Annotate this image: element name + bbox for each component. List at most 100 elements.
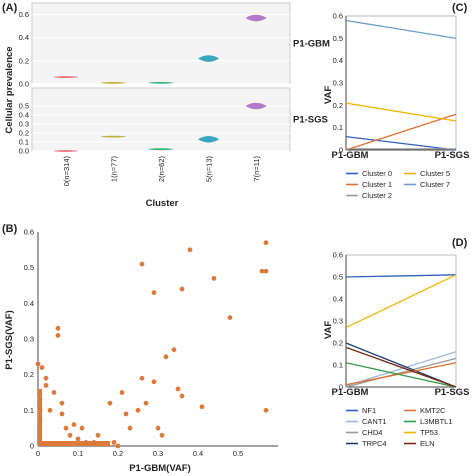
dense-cluster-y [38,388,42,446]
y-tick-label: 0.2 [333,101,343,110]
scatter-point [37,418,43,424]
x-tick-label: 0.5 [233,449,243,458]
panel-b-ylabel: P1-SGS(VAF) [4,310,15,369]
violin-mark [101,81,126,84]
scatter-point [83,440,89,445]
scatter-point [75,436,81,442]
scatter-point [179,393,185,399]
panel-a: (A) Cellular prevalence Cluster 0.00.20.… [2,2,330,209]
y-tick-label: 0.3 [333,79,343,88]
x-tick-label: 0.1 [73,449,83,458]
y-tick-label: 0.2 [333,339,343,348]
category-label: 7(n=11) [252,156,261,182]
category-label: 2(n=62) [157,156,166,183]
panel-a-top-plot: 0.0 0.2 0.4 0.6 P1-GBM [19,2,330,89]
x-tick-label: 0 [36,449,40,458]
y-tick-label: 0.1 [333,361,343,370]
y-tick-label: 0.4 [19,33,29,42]
series-line [345,19,457,39]
scatter-point [79,425,85,431]
panel-d-label: (D) [452,237,468,249]
scatter-point [211,275,217,281]
violin-mark [198,55,220,62]
scatter-point [171,347,177,353]
scatter-point [59,400,65,406]
scatter-point [35,361,41,367]
y-tick-label: 0.5 [19,102,29,111]
scatter-point [163,354,169,360]
y-tick-label: 0.3 [24,335,34,344]
legend-label: Cluster 7 [420,180,450,189]
scatter-point [151,379,157,385]
series-line [345,362,457,388]
panel-c-label: (C) [452,2,468,14]
panel-b: (B) P1-SGS(VAF) P1-GBM(VAF) 0 0.1 0.2 0.3 0.… [2,223,278,474]
panel-a-label: (A) [2,2,18,14]
scatter-point [143,400,149,406]
series-line [345,362,457,386]
y-tick-label: 0 [339,383,343,392]
scatter-point [187,247,193,253]
panel-b-xlabel: P1-GBM(VAF) [129,463,191,474]
panel-b-plot: 0 0.1 0.2 0.3 0.4 0.5 0.6 0 0.1 0.2 0.3 0.4 0.5 [24,228,278,458]
legend-label: CHD4 [362,428,382,437]
violin-mark [198,136,220,143]
panel-a-categories: 0(n=314) 1(n=77) 2(n=62) 5(n=13) 7(n=11) [62,156,261,187]
series-line [345,135,457,151]
y-tick-label: 0.1 [19,138,29,147]
panel-a-bottom-plot: 0.00.10.20.30.40.5 P1-SGS [19,87,328,156]
scatter-point [47,407,53,413]
panel-c-ylabel: VAF [323,86,334,104]
scatter-point [123,411,129,417]
scatter-point [139,261,145,267]
scatter-point [151,290,157,296]
scatter-point [155,425,161,431]
legend-label: TP53 [420,428,438,437]
series-line [345,274,457,329]
legend-label: CANT1 [362,417,387,426]
category-label: 0(n=314) [62,156,71,187]
x-tick-label: P1-SGS [435,150,470,161]
y-tick-label: 0.1 [24,406,34,415]
scatter-point [63,425,69,431]
series-line [345,102,457,122]
scatter-point [59,411,65,417]
legend-label: L3MBTL1 [420,417,453,426]
y-tick-label: 0.6 [333,12,343,21]
violin-mark [148,81,174,84]
y-tick-label: 0.4 [333,295,343,304]
y-tick-label: 0.1 [333,123,343,132]
scatter-point [55,333,61,338]
y-tick-label: 0.5 [333,34,343,43]
series-label: P1-SGS [293,115,328,126]
dense-cluster-x [38,441,110,446]
scatter-point [37,407,43,413]
legend-label: Cluster 5 [420,169,450,178]
scatter-point [199,404,205,410]
y-tick-label: 0.5 [333,273,343,282]
y-tick-label: 0.2 [19,129,29,138]
y-tick-label: 0.0 [19,147,29,156]
category-label: 1(n=77) [109,156,118,183]
series-line [345,274,457,278]
scatter-point [95,432,101,438]
scatter-point [71,422,77,427]
panel-d-plot: 0 0.1 0.2 0.3 0.4 0.5 0.6 P1-GBM P1-SGS NF1 CANT1 C… [332,251,470,449]
scatter-point [263,407,269,413]
violin-mark [53,76,78,78]
scatter-point [43,375,49,381]
violin-mark [148,148,174,151]
series-line [345,342,457,388]
y-tick-label: 0.3 [333,317,343,326]
legend-label: Cluster 0 [362,169,392,178]
legend-label: TRPC4 [362,439,387,448]
violin-mark [245,102,267,110]
scatter-point [91,440,97,445]
plot-background [31,2,291,85]
scatter-point [139,375,145,381]
scatter-point [111,440,117,445]
x-tick-label: 0.3 [153,449,163,458]
y-tick-label: 0.6 [19,10,29,19]
scatter-point [263,268,269,274]
